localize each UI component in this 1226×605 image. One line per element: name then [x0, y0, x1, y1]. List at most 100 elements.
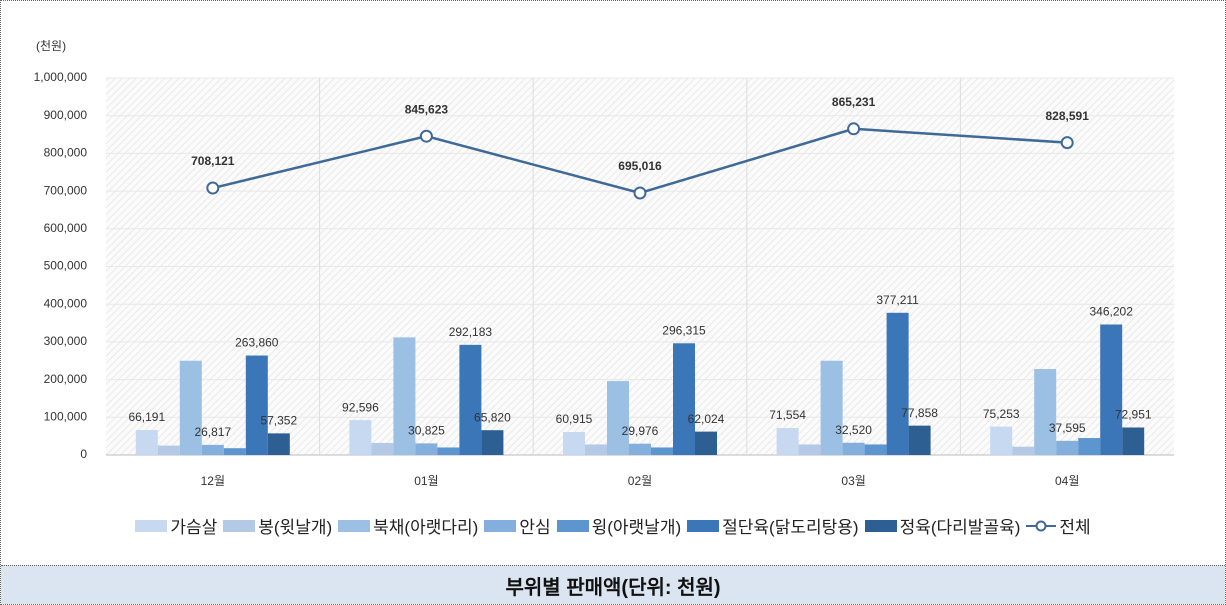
bar — [629, 443, 651, 455]
y-tick-label: 500,000 — [44, 259, 88, 273]
line-marker — [419, 129, 433, 143]
data-label: 32,520 — [835, 423, 872, 437]
y-tick-label: 700,000 — [44, 183, 88, 197]
bar — [201, 444, 224, 455]
y-tick-label: 600,000 — [44, 221, 88, 235]
y-tick-label: 400,000 — [44, 296, 88, 310]
chart-title: 부위별 판매액(단위: 천원) — [1, 565, 1225, 604]
bar — [563, 432, 585, 455]
legend-swatch — [135, 519, 168, 532]
bar — [1122, 427, 1145, 455]
bar — [1012, 446, 1035, 455]
data-label: 346,202 — [1090, 305, 1134, 319]
legend-item: 북채(아랫다리) — [338, 513, 478, 538]
bar — [1078, 438, 1101, 455]
data-label: 30,825 — [408, 424, 445, 438]
y-tick-label: 300,000 — [44, 334, 88, 348]
bar — [371, 442, 394, 455]
bar — [437, 447, 460, 455]
bar — [798, 444, 821, 455]
unit-label: (천원) — [36, 38, 66, 53]
data-label: 695,016 — [618, 159, 662, 173]
bar — [886, 312, 909, 455]
legend-label: 가슴살 — [170, 518, 218, 537]
y-tick-label: 900,000 — [44, 108, 88, 122]
legend-item: 윙(아랫날개) — [556, 513, 682, 538]
data-label: 71,554 — [769, 408, 806, 422]
x-tick-label: 04월 — [1055, 474, 1079, 488]
bar — [267, 433, 290, 455]
data-label: 828,591 — [1046, 109, 1090, 123]
legend-item: 안심 — [484, 513, 551, 538]
bar — [135, 430, 158, 455]
data-label: 60,915 — [556, 412, 593, 426]
line-marker — [1060, 136, 1074, 150]
bar — [245, 355, 268, 455]
x-tick-label: 03월 — [841, 474, 865, 488]
data-label: 72,951 — [1115, 408, 1152, 422]
data-label: 92,596 — [342, 400, 379, 414]
y-tick-label: 200,000 — [44, 372, 88, 386]
line-marker — [633, 186, 647, 200]
bar — [695, 431, 717, 455]
data-label: 845,623 — [405, 102, 449, 116]
bar — [223, 448, 246, 455]
data-label: 77,858 — [901, 406, 938, 420]
bar — [651, 447, 673, 455]
data-label: 57,352 — [260, 414, 297, 428]
legend-label: 전체 — [1059, 518, 1091, 537]
chart: (천원) 0 100,000 200,000 300,000 400,000 500,00… — [34, 38, 1174, 488]
data-label: 29,976 — [622, 424, 659, 438]
x-tick-label: 01월 — [414, 474, 438, 488]
data-label: 62,024 — [688, 412, 725, 426]
data-label: 865,231 — [832, 95, 876, 109]
bar — [842, 442, 865, 455]
bar — [1056, 440, 1079, 455]
legend-label: 절단육(닭도리탕용) — [722, 518, 859, 537]
legend-swatch — [687, 519, 720, 532]
bar — [776, 428, 799, 455]
y-tick-label: 100,000 — [44, 409, 88, 423]
legend-label: 윙(아랫날개) — [591, 518, 682, 537]
data-label: 377,211 — [876, 293, 919, 307]
data-label: 66,191 — [128, 410, 165, 424]
bar — [990, 426, 1013, 455]
x-tick-label: 12월 — [201, 474, 225, 488]
data-label: 263,860 — [235, 336, 279, 350]
bar — [179, 360, 202, 455]
y-tick-label: 0 — [80, 447, 87, 461]
data-label: 65,820 — [474, 410, 511, 424]
bar — [1100, 324, 1123, 455]
legend-item: 가슴살 — [135, 513, 217, 538]
bar — [393, 337, 416, 455]
legend-swatch — [1026, 520, 1057, 531]
line-marker — [847, 122, 861, 136]
bar — [607, 381, 629, 455]
data-label: 296,315 — [662, 323, 706, 337]
data-label: 75,253 — [983, 407, 1020, 421]
legend-label: 북채(아랫다리) — [373, 518, 479, 537]
legend-swatch — [484, 519, 517, 532]
bar — [415, 443, 438, 455]
legend-item: 봉(윗날개) — [223, 513, 332, 538]
bar — [673, 343, 695, 455]
legend: 가슴살 봉(윗날개) 북채(아랫다리) 안심 윙(아랫날개) 절단육(닭도리탕용) 정육(다… — [1, 513, 1225, 538]
legend-swatch — [223, 519, 256, 532]
legend-swatch — [556, 519, 589, 532]
line-marker — [206, 181, 220, 195]
data-label: 37,595 — [1049, 421, 1086, 435]
legend-item: 정육(다리발골육) — [864, 513, 1020, 538]
bar — [349, 420, 372, 455]
data-label: 292,183 — [449, 325, 493, 339]
bar — [820, 360, 843, 455]
y-tick-label: 1,000,000 — [34, 70, 88, 84]
legend-swatch — [338, 519, 371, 532]
bar — [481, 430, 504, 455]
bar — [585, 444, 607, 455]
legend-label: 봉(윗날개) — [258, 518, 333, 537]
bar — [908, 425, 931, 455]
bar — [459, 344, 482, 455]
data-label: 708,121 — [191, 154, 235, 168]
bar — [1034, 369, 1057, 455]
